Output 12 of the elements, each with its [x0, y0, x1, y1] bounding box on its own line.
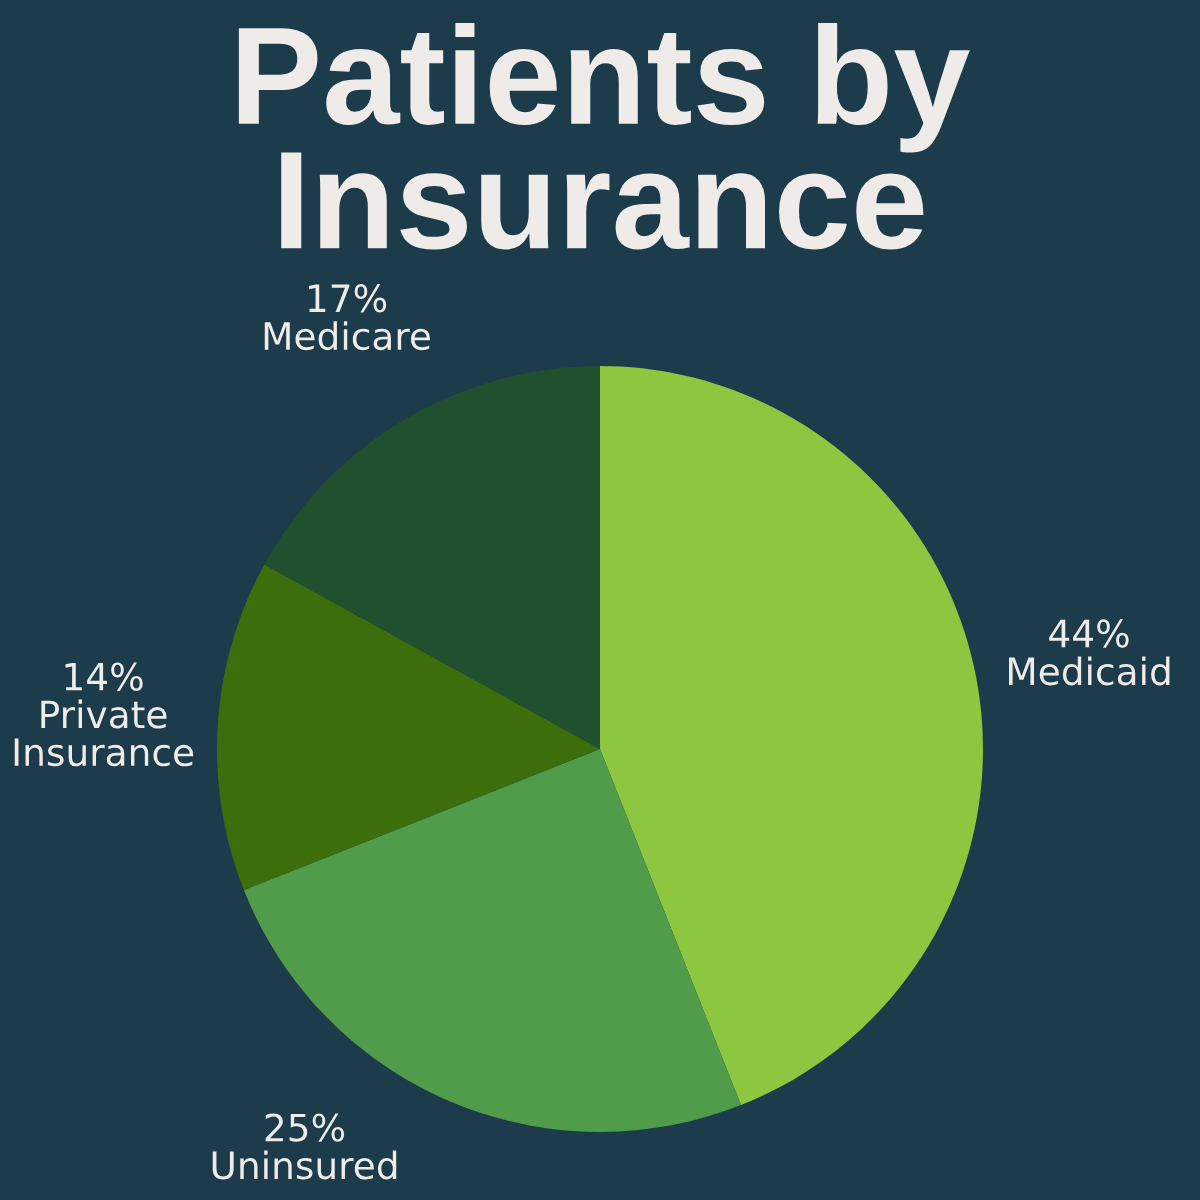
slice-label: Medicaid [1009, 656, 1170, 686]
slice-label: Medicare [264, 321, 430, 351]
data-label: 44% [1049, 619, 1129, 648]
data-label: 14% [65, 662, 143, 691]
slice-label: Private Insurance [14, 699, 194, 767]
data-label: 25% [265, 1113, 345, 1142]
data-label: 17% [308, 284, 387, 313]
pie-slice [600, 366, 983, 1106]
pie-slice [264, 366, 600, 749]
slice-label: Uninsured [212, 1150, 397, 1180]
chart-title: Patients by Insurance [238, 23, 970, 250]
pie-slice [217, 564, 600, 890]
